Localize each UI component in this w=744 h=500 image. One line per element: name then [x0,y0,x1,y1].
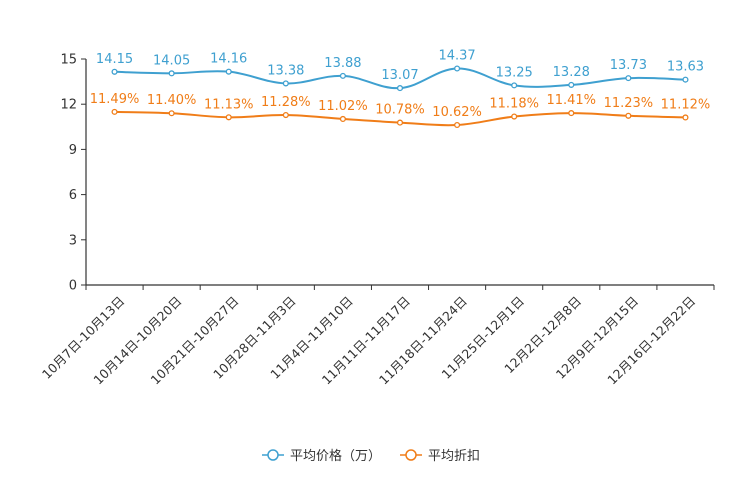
data-label-price: 13.88 [324,56,361,71]
data-label-price: 13.63 [667,60,704,75]
data-point-price [682,76,689,83]
y-tick-label: 15 [60,53,77,68]
data-label-discount: 11.28% [261,95,311,110]
data-label-price: 14.37 [438,48,475,63]
y-tick-label: 6 [69,188,77,203]
legend-marker-price [267,449,279,461]
data-point-discount [682,114,689,121]
data-label-price: 13.25 [496,65,533,80]
data-point-price [396,85,404,92]
y-tick-label: 0 [69,279,77,294]
data-label-price: 13.07 [381,68,418,83]
data-point-discount [225,114,232,121]
data-label-discount: 11.12% [661,97,711,112]
legend-label-price: 平均价格（万） [290,448,381,464]
data-label-discount: 10.62% [432,105,482,120]
data-label-discount: 11.02% [318,99,368,114]
data-point-price [282,80,289,87]
data-point-discount [568,110,575,117]
y-tick-label: 9 [69,143,77,158]
data-point-price [168,70,175,77]
data-label-discount: 11.23% [604,96,654,111]
data-label-discount: 11.13% [204,97,254,112]
data-point-price [625,75,632,82]
data-label-price: 13.28 [553,65,590,80]
data-point-price [568,81,575,88]
data-point-discount [339,115,346,123]
data-point-price [511,82,518,89]
data-point-discount [282,111,289,119]
data-point-discount [454,121,461,129]
data-label-discount: 10.78% [375,103,425,118]
data-label-price: 14.15 [96,52,133,67]
legend-label-discount: 平均折扣 [428,449,480,464]
data-label-discount: 11.49% [90,92,140,107]
y-tick-label: 3 [69,233,77,248]
data-label-price: 13.38 [267,63,304,78]
data-label-price: 13.73 [610,58,647,73]
data-label-price: 14.05 [153,53,190,68]
data-point-discount [168,110,175,117]
data-point-discount [511,113,518,120]
data-point-discount [111,108,118,115]
data-point-discount [396,119,404,126]
data-point-price [225,68,232,75]
data-label-price: 14.16 [210,52,247,67]
data-label-discount: 11.40% [147,93,197,108]
data-point-price [454,65,461,72]
data-label-discount: 11.41% [546,93,596,108]
y-tick-label: 12 [60,98,77,113]
data-point-price [339,72,346,79]
legend-marker-discount [405,449,417,461]
data-point-discount [625,112,632,119]
data-point-price [111,68,118,75]
data-label-discount: 11.18% [489,97,539,112]
